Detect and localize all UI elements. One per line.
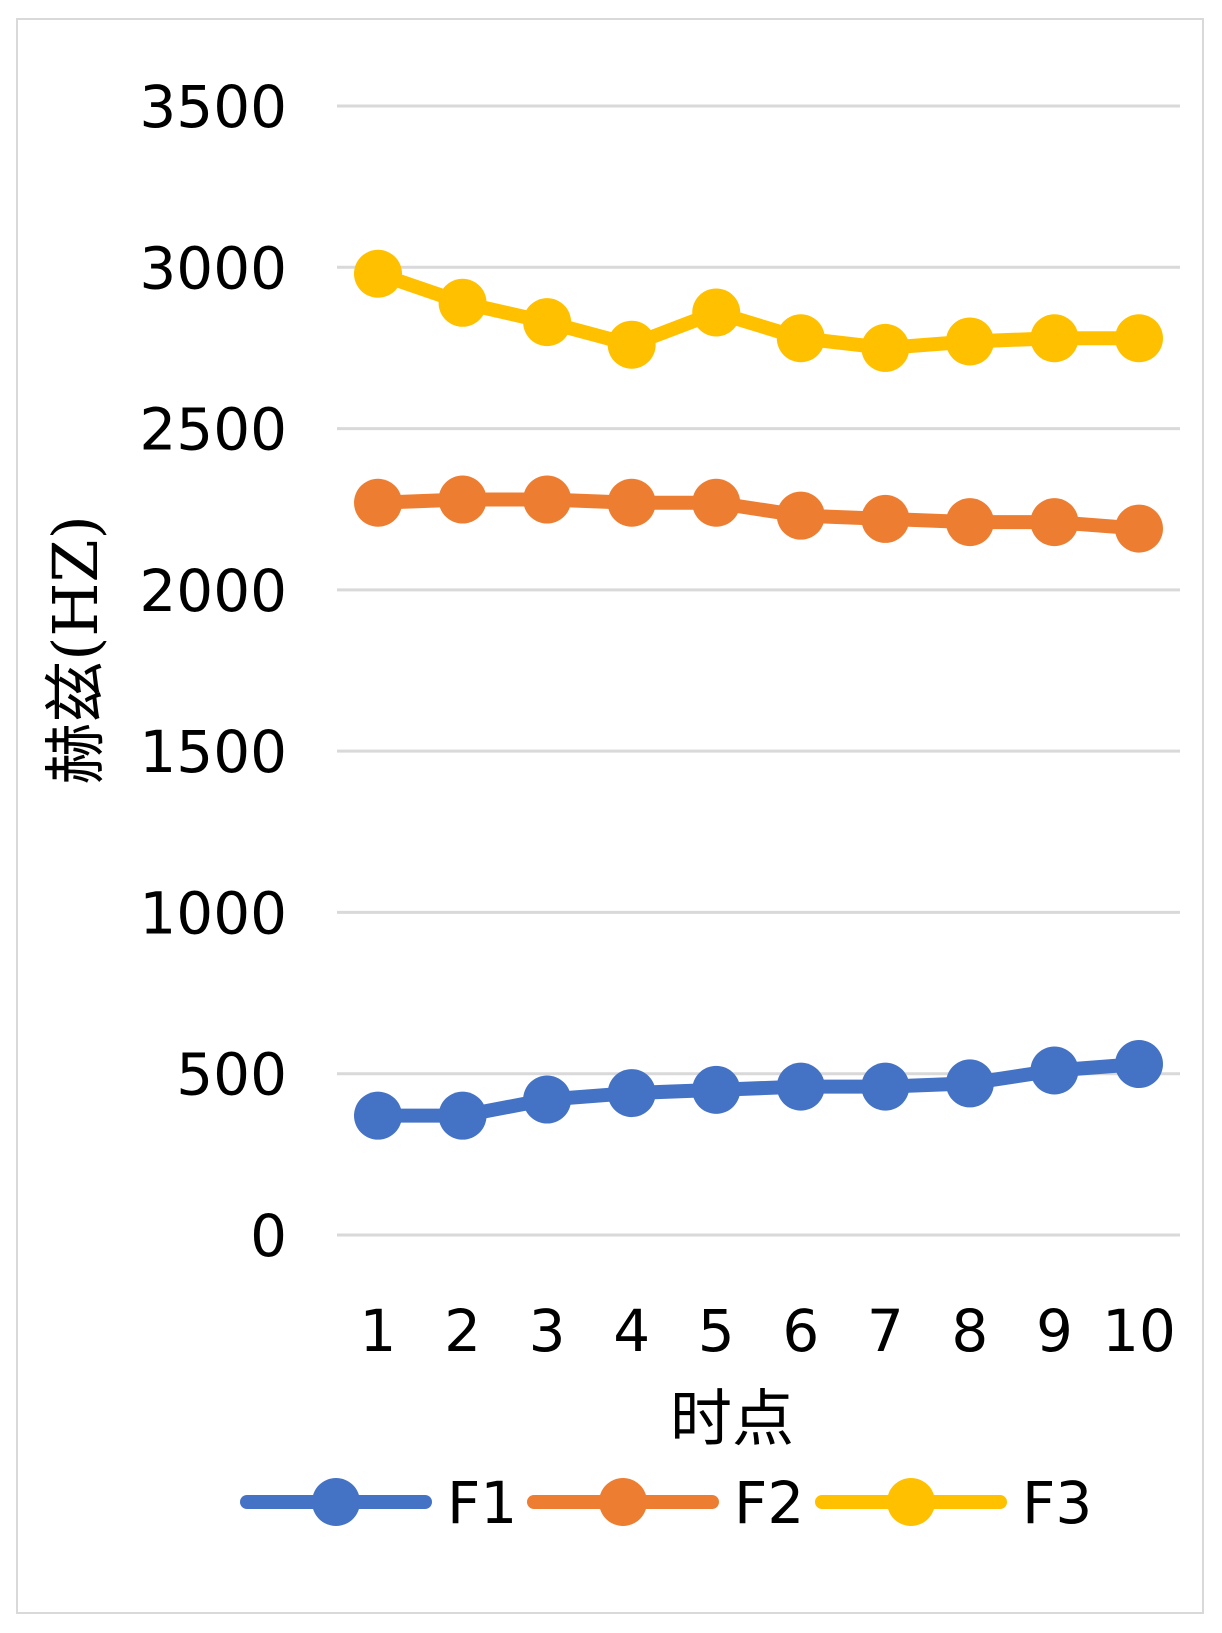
data-point-f2-10	[1115, 504, 1163, 553]
series-f2	[354, 475, 1163, 553]
y-tick-label-3000: 3000	[139, 234, 287, 302]
x-tick-label-10: 10	[1102, 1297, 1176, 1365]
x-tick-label-5: 5	[698, 1297, 735, 1365]
data-point-f1-5	[692, 1065, 741, 1114]
data-point-f3-9	[1030, 314, 1079, 363]
data-point-f2-8	[945, 498, 994, 547]
chart-frame	[16, 18, 1204, 1614]
legend: F1 F2 F3	[240, 1469, 1092, 1537]
data-point-f1-7	[861, 1062, 910, 1111]
legend-marker-f2	[599, 1478, 647, 1526]
series-line-f2	[371, 492, 1146, 536]
data-point-f3-8	[945, 317, 994, 366]
y-tick-label-2500: 2500	[139, 396, 287, 464]
series-line-f1	[371, 1057, 1146, 1123]
data-point-f3-3	[523, 298, 572, 347]
y-tick-label-1500: 1500	[139, 718, 287, 786]
data-point-f2-6	[776, 491, 825, 540]
series-f1	[354, 1040, 1163, 1140]
legend-item-f1: F1	[240, 1469, 517, 1537]
data-point-f2-4	[607, 478, 656, 527]
legend-marker-f1	[312, 1478, 360, 1526]
x-tick-label-1: 1	[360, 1297, 397, 1365]
x-tick-label-9: 9	[1036, 1297, 1073, 1365]
y-tick-label-1000: 1000	[139, 879, 287, 947]
data-point-f3-1	[354, 249, 402, 298]
x-tick-label-2: 2	[444, 1297, 481, 1365]
x-tick-label-6: 6	[782, 1297, 819, 1365]
x-axis-tick-labels: 1 2 3 4 5 6 7 8 9 10	[360, 1297, 1176, 1365]
data-point-f1-3	[523, 1075, 572, 1124]
legend-label-f3: F3	[1022, 1469, 1092, 1537]
legend-label-f2: F2	[734, 1469, 804, 1537]
y-tick-label-0: 0	[250, 1202, 287, 1270]
legend-item-f2: F2	[527, 1469, 804, 1537]
data-point-f1-8	[945, 1059, 994, 1108]
y-tick-label-500: 500	[176, 1041, 287, 1109]
x-tick-label-7: 7	[867, 1297, 904, 1365]
series-line-f3	[371, 266, 1146, 355]
data-point-f1-10	[1115, 1040, 1163, 1089]
x-tick-label-4: 4	[613, 1297, 650, 1365]
data-point-f3-7	[861, 323, 910, 372]
legend-marker-f3	[887, 1478, 935, 1526]
x-axis-title: 时点	[670, 1382, 794, 1455]
y-tick-label-2000: 2000	[139, 557, 287, 625]
data-point-f2-3	[523, 475, 572, 524]
series-f3	[354, 249, 1163, 372]
x-tick-label-3: 3	[529, 1297, 566, 1365]
data-point-f3-4	[607, 320, 656, 369]
data-point-f1-2	[438, 1091, 487, 1140]
x-tick-label-8: 8	[951, 1297, 988, 1365]
data-point-f3-6	[776, 314, 825, 363]
y-axis-tick-labels: 0 500 1000 1500 2000 2500 3000 3500	[139, 73, 287, 1270]
data-point-f2-9	[1030, 498, 1079, 547]
data-point-f3-5	[692, 288, 741, 337]
data-point-f1-9	[1030, 1046, 1079, 1095]
series-layer	[354, 249, 1163, 1140]
data-point-f2-2	[438, 475, 487, 524]
data-point-f2-5	[692, 478, 741, 527]
data-point-f1-6	[776, 1062, 825, 1111]
data-point-f2-1	[354, 478, 402, 527]
data-point-f3-10	[1115, 314, 1163, 363]
data-point-f3-2	[438, 278, 487, 327]
data-point-f2-7	[861, 494, 910, 543]
legend-item-f3: F3	[815, 1469, 1092, 1537]
y-tick-label-3500: 3500	[139, 73, 287, 141]
data-point-f1-4	[607, 1069, 656, 1118]
legend-label-f1: F1	[447, 1469, 517, 1537]
data-point-f1-1	[354, 1091, 402, 1140]
y-axis-title: 赫兹(HZ)	[39, 515, 112, 785]
